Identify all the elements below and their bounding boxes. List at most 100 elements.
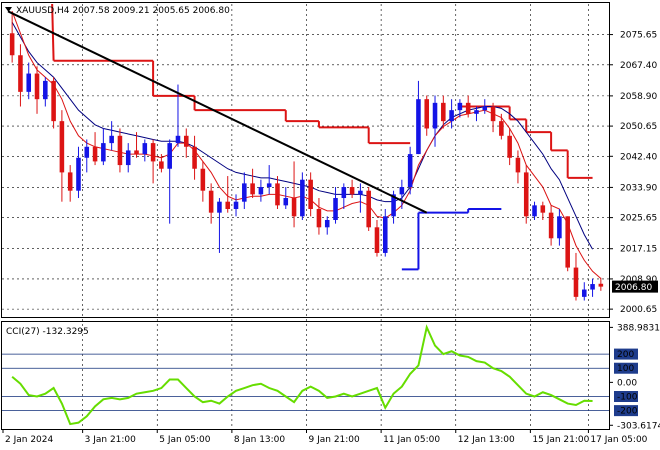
time-tick-label: 12 Jan 13:00	[458, 435, 515, 445]
candle-body	[324, 219, 330, 228]
candles-layer	[9, 11, 604, 301]
time-tick-label: 17 Jan 05:00	[590, 435, 647, 445]
candle-body	[92, 146, 98, 162]
candle-body	[382, 216, 388, 253]
candle-body	[183, 135, 189, 147]
candle-body	[208, 190, 214, 213]
price-tick-label: 2025.65	[620, 214, 657, 224]
candle-body	[316, 209, 322, 228]
candle-body	[43, 80, 48, 100]
candle-body	[457, 102, 463, 111]
candle-body	[59, 121, 65, 173]
trend-line[interactable]	[7, 10, 428, 214]
candle-body	[258, 187, 264, 195]
candle-body	[34, 73, 40, 100]
current-price-label: 2006.80	[615, 283, 652, 293]
candle-body	[18, 55, 23, 92]
price-tick-label: 2058.90	[620, 92, 657, 102]
candle-body	[598, 283, 604, 287]
candle-body	[275, 183, 280, 206]
candle-body	[51, 80, 56, 122]
candle-body	[67, 172, 73, 191]
candle-body	[399, 187, 405, 195]
cci-level-badge	[614, 405, 638, 417]
time-tick-label: 2 Jan 2024	[5, 435, 53, 445]
cci-axis[interactable]: 388.9831 200 100 0.00 -100 -200 -303.6174	[609, 323, 660, 431]
cci-line	[11, 324, 593, 426]
price-tick-label: 2017.15	[620, 245, 657, 255]
cci-tick-label: 0.00	[617, 378, 637, 388]
candle-body	[424, 99, 430, 129]
candle-body	[407, 154, 413, 188]
price-tick-label: 2050.65	[620, 122, 657, 132]
candle-body	[291, 198, 297, 217]
price-tick-label: 2033.90	[620, 183, 657, 193]
cci-grid	[2, 353, 609, 412]
candle-body	[308, 179, 313, 210]
current-price-box: 2006.80	[612, 280, 658, 293]
candle-body	[9, 33, 15, 56]
candle-body	[581, 289, 587, 297]
time-axis[interactable]: 2 Jan 2024 3 Jan 21:00 5 Jan 05:00 8 Jan 13…	[2, 429, 648, 445]
candle-body	[449, 110, 454, 122]
time-tick-label: 11 Jan 05:00	[383, 435, 440, 445]
candle-body	[142, 143, 148, 155]
time-tick-label: 8 Jan 13:00	[234, 435, 286, 445]
symbol-title: XAUUSD,H4 2007.58 2009.21 2005.65 2006.8…	[16, 6, 230, 16]
cci-level-label: 100	[617, 364, 634, 374]
time-tick-label: 5 Jan 05:00	[159, 435, 211, 445]
cci-level-badge	[614, 348, 638, 360]
ma-fast-line	[11, 11, 602, 279]
candle-body	[242, 183, 247, 202]
time-tick-label: 15 Jan 21:00	[532, 435, 589, 445]
candle-body	[167, 143, 172, 169]
candle-body	[233, 201, 239, 210]
candle-body	[416, 99, 421, 155]
cci-level-badge	[614, 390, 638, 402]
candle-body	[101, 143, 106, 162]
candle-body	[474, 110, 479, 114]
candle-body	[499, 121, 504, 136]
triangle-down-icon[interactable]	[5, 7, 12, 12]
candle-body	[341, 187, 347, 199]
cci-level-label: 200	[617, 350, 634, 360]
candle-body	[540, 205, 546, 213]
candle-body	[532, 205, 537, 217]
candle-body	[134, 150, 139, 155]
candle-body	[349, 187, 355, 195]
price-tick-label: 2042.40	[620, 152, 657, 162]
candle-body	[266, 183, 272, 188]
candle-body	[76, 157, 81, 191]
candle-body	[358, 190, 363, 195]
candle-body	[26, 73, 32, 92]
cci-level-label: -100	[617, 392, 638, 402]
candle-body	[515, 157, 521, 173]
price-axis[interactable]: 2075.65 2067.40 2058.90 2050.65 2042.40 2033.…	[609, 31, 657, 316]
candle-body	[366, 190, 371, 228]
candle-body	[159, 161, 164, 169]
candle-body	[482, 106, 488, 111]
candle-body	[333, 198, 338, 220]
candle-body	[192, 146, 197, 169]
candle-body	[523, 172, 529, 217]
candle-body	[117, 135, 123, 166]
candle-body	[150, 143, 156, 162]
price-tick-label: 2008.90	[620, 275, 657, 285]
candle-body	[548, 212, 554, 239]
candle-body	[573, 267, 579, 297]
candle-body	[391, 194, 396, 217]
candle-body	[565, 216, 570, 268]
candle-body	[507, 135, 512, 158]
candle-body	[465, 102, 471, 114]
candle-body	[200, 168, 206, 191]
candle-body	[84, 146, 90, 158]
candle-body	[125, 150, 131, 166]
candle-body	[557, 216, 562, 239]
main-panel-frame	[1, 2, 610, 318]
candle-body	[283, 198, 289, 206]
candle-body	[225, 201, 231, 210]
time-tick-label: 3 Jan 21:00	[85, 435, 137, 445]
candle-body	[175, 135, 181, 144]
main-grid	[2, 4, 609, 429]
